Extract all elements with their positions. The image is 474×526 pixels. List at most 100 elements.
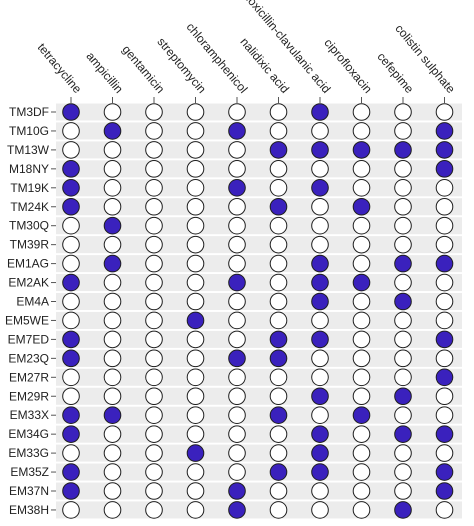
dot-empty	[228, 141, 246, 159]
dot-filled	[186, 311, 205, 330]
dot-empty	[103, 103, 122, 121]
dot-filled	[435, 482, 454, 500]
row-label: TM10G	[9, 124, 49, 138]
dot-empty	[311, 482, 329, 500]
dot-empty	[269, 311, 288, 330]
dot-filled	[311, 179, 329, 197]
dot-empty	[228, 368, 246, 387]
dot-filled	[311, 425, 329, 443]
dot-filled	[228, 179, 246, 197]
dot-empty	[145, 179, 163, 197]
dot-empty	[103, 179, 122, 197]
dot-filled	[269, 330, 288, 349]
dot-filled	[62, 160, 80, 178]
dot-empty	[103, 387, 122, 406]
dot-filled	[352, 406, 371, 425]
dot-empty	[103, 482, 122, 500]
dot-empty	[186, 179, 205, 197]
dot-empty	[186, 482, 205, 500]
dot-filled	[186, 444, 205, 462]
column-label: tetracycline	[35, 40, 85, 96]
dot-empty	[394, 463, 412, 481]
dot-empty	[103, 235, 122, 254]
dot-empty	[269, 235, 288, 254]
dot-filled	[62, 463, 80, 481]
dot-empty	[103, 273, 122, 292]
dot-empty	[435, 216, 454, 235]
dot-empty	[145, 235, 163, 254]
dot-empty	[145, 311, 163, 330]
dot-empty	[311, 160, 329, 178]
dot-empty	[145, 425, 163, 443]
dot-empty	[186, 160, 205, 178]
dot-empty	[394, 368, 412, 387]
row-label: EM7ED	[8, 332, 50, 346]
dot-empty	[269, 292, 288, 311]
dot-empty	[269, 387, 288, 406]
dot-empty	[186, 122, 205, 140]
dot-empty	[103, 425, 122, 443]
dot-empty	[186, 368, 205, 387]
dot-empty	[394, 311, 412, 330]
dot-empty	[103, 349, 122, 368]
dot-empty	[186, 216, 205, 235]
dot-filled	[62, 482, 80, 500]
dot-empty	[145, 501, 163, 519]
dot-empty	[269, 179, 288, 197]
dot-empty	[311, 406, 329, 425]
dot-empty	[352, 254, 371, 273]
dot-empty	[394, 273, 412, 292]
dot-empty	[269, 254, 288, 273]
dot-empty	[186, 425, 205, 443]
dot-empty	[394, 179, 412, 197]
dot-empty	[269, 501, 288, 519]
dot-empty	[352, 216, 371, 235]
dot-empty	[352, 235, 371, 254]
dot-empty	[103, 463, 122, 481]
dot-empty	[435, 311, 454, 330]
column-label: cefepime	[374, 50, 416, 97]
dot-empty	[228, 292, 246, 311]
dot-filled	[352, 197, 371, 216]
dot-empty	[145, 103, 163, 121]
dot-empty	[103, 368, 122, 387]
dot-empty	[352, 501, 371, 519]
dot-empty	[228, 463, 246, 481]
dot-empty	[186, 463, 205, 481]
row-label: M18NY	[9, 162, 49, 176]
dot-filled	[435, 254, 454, 273]
dot-empty	[311, 122, 329, 140]
dot-empty	[186, 254, 205, 273]
dot-empty	[228, 444, 246, 462]
dot-filled	[435, 368, 454, 387]
dot-empty	[228, 160, 246, 178]
dot-empty	[145, 330, 163, 349]
dot-empty	[352, 122, 371, 140]
dot-empty	[145, 160, 163, 178]
dot-empty	[145, 254, 163, 273]
dot-filled	[311, 330, 329, 349]
dot-empty	[269, 482, 288, 500]
row-label: EM35Z	[10, 465, 49, 479]
dot-empty	[352, 160, 371, 178]
dot-empty	[145, 482, 163, 500]
row-label: EM1AG	[7, 257, 49, 271]
dot-empty	[311, 368, 329, 387]
dot-empty	[62, 311, 80, 330]
dot-filled	[394, 425, 412, 443]
row-label: EM37N	[9, 484, 49, 498]
dot-empty	[145, 349, 163, 368]
dot-empty	[435, 197, 454, 216]
dot-empty	[62, 235, 80, 254]
dot-empty	[311, 311, 329, 330]
dot-empty	[352, 444, 371, 462]
dot-filled	[352, 141, 371, 159]
dot-filled	[62, 330, 80, 349]
dot-empty	[186, 235, 205, 254]
dot-empty	[352, 482, 371, 500]
dot-empty	[228, 425, 246, 443]
dot-filled	[394, 141, 412, 159]
dot-empty	[435, 235, 454, 254]
dot-empty	[228, 216, 246, 235]
dot-empty	[103, 197, 122, 216]
